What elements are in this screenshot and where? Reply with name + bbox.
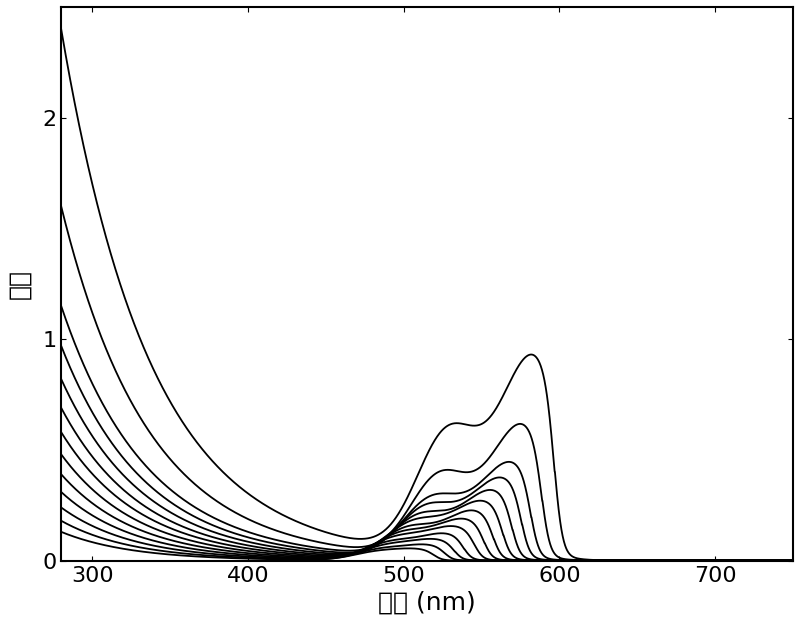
Y-axis label: 吸收: 吸收	[7, 269, 31, 299]
X-axis label: 波长 (nm): 波长 (nm)	[378, 591, 476, 615]
